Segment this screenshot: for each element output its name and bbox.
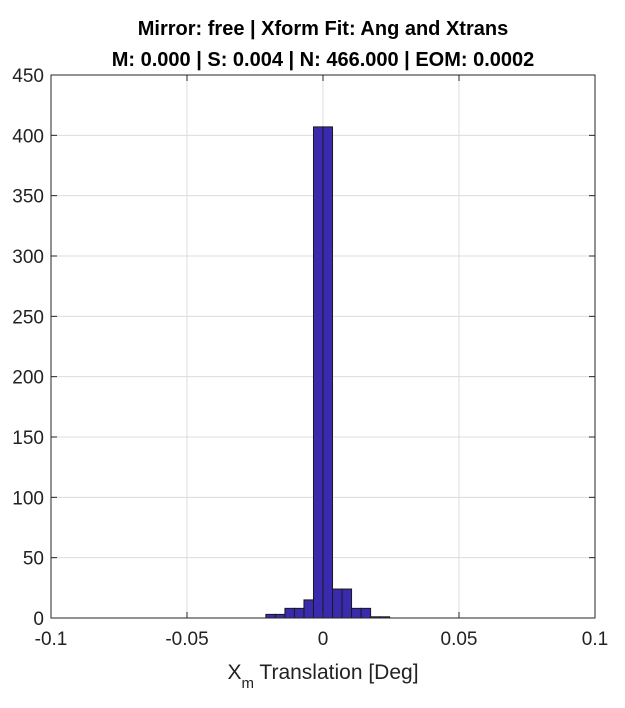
y-tick-label: 350 bbox=[12, 187, 44, 208]
histogram-bar bbox=[312, 126, 324, 619]
x-tick-label: 0 bbox=[318, 629, 329, 650]
x-axis-label-subscript: m bbox=[241, 675, 254, 692]
histogram-bar bbox=[351, 607, 362, 619]
chart-title-line-1: Mirror: free | Xform Fit: Ang and Xtrans bbox=[138, 18, 508, 40]
histogram-bar bbox=[332, 588, 343, 619]
histogram-bars bbox=[265, 126, 391, 619]
y-tick-label: 100 bbox=[12, 488, 44, 509]
x-axis-label-rest: Translation [Deg] bbox=[254, 661, 419, 684]
histogram-bar bbox=[322, 126, 334, 619]
y-tick-label: 200 bbox=[12, 368, 44, 389]
histogram-bar bbox=[360, 607, 372, 619]
histogram-bar bbox=[293, 607, 305, 619]
x-axis-label: Xm Translation [Deg] bbox=[227, 661, 418, 692]
x-tick-label: -0.1 bbox=[35, 629, 68, 650]
histogram-bar bbox=[303, 599, 314, 619]
y-tick-label: 300 bbox=[12, 247, 44, 268]
y-tick-label: 50 bbox=[23, 549, 44, 570]
y-tick-label: 150 bbox=[12, 428, 44, 449]
histogram-bar bbox=[274, 613, 286, 619]
axes-frame bbox=[50, 74, 596, 619]
x-axis-label-main: X bbox=[227, 661, 241, 684]
y-tick-label: 450 bbox=[12, 66, 44, 87]
x-tick-label: -0.05 bbox=[165, 629, 208, 650]
histogram-bar bbox=[284, 607, 295, 619]
x-tick-label: 0.05 bbox=[441, 629, 478, 650]
y-tick-label: 400 bbox=[12, 126, 44, 147]
chart-title-line-2: M: 0.000 | S: 0.004 | N: 466.000 | EOM: … bbox=[112, 49, 535, 71]
histogram-bar bbox=[265, 613, 276, 619]
x-tick-label: 0.1 bbox=[582, 629, 608, 650]
y-tick-label: 250 bbox=[12, 307, 44, 328]
tick-labels: -0.1 -0.05 0 0.05 0.1 0 50 100 150 200 250 300 350 40… bbox=[12, 66, 608, 650]
y-tick-label: 0 bbox=[33, 609, 44, 630]
histogram-bar bbox=[341, 588, 353, 619]
